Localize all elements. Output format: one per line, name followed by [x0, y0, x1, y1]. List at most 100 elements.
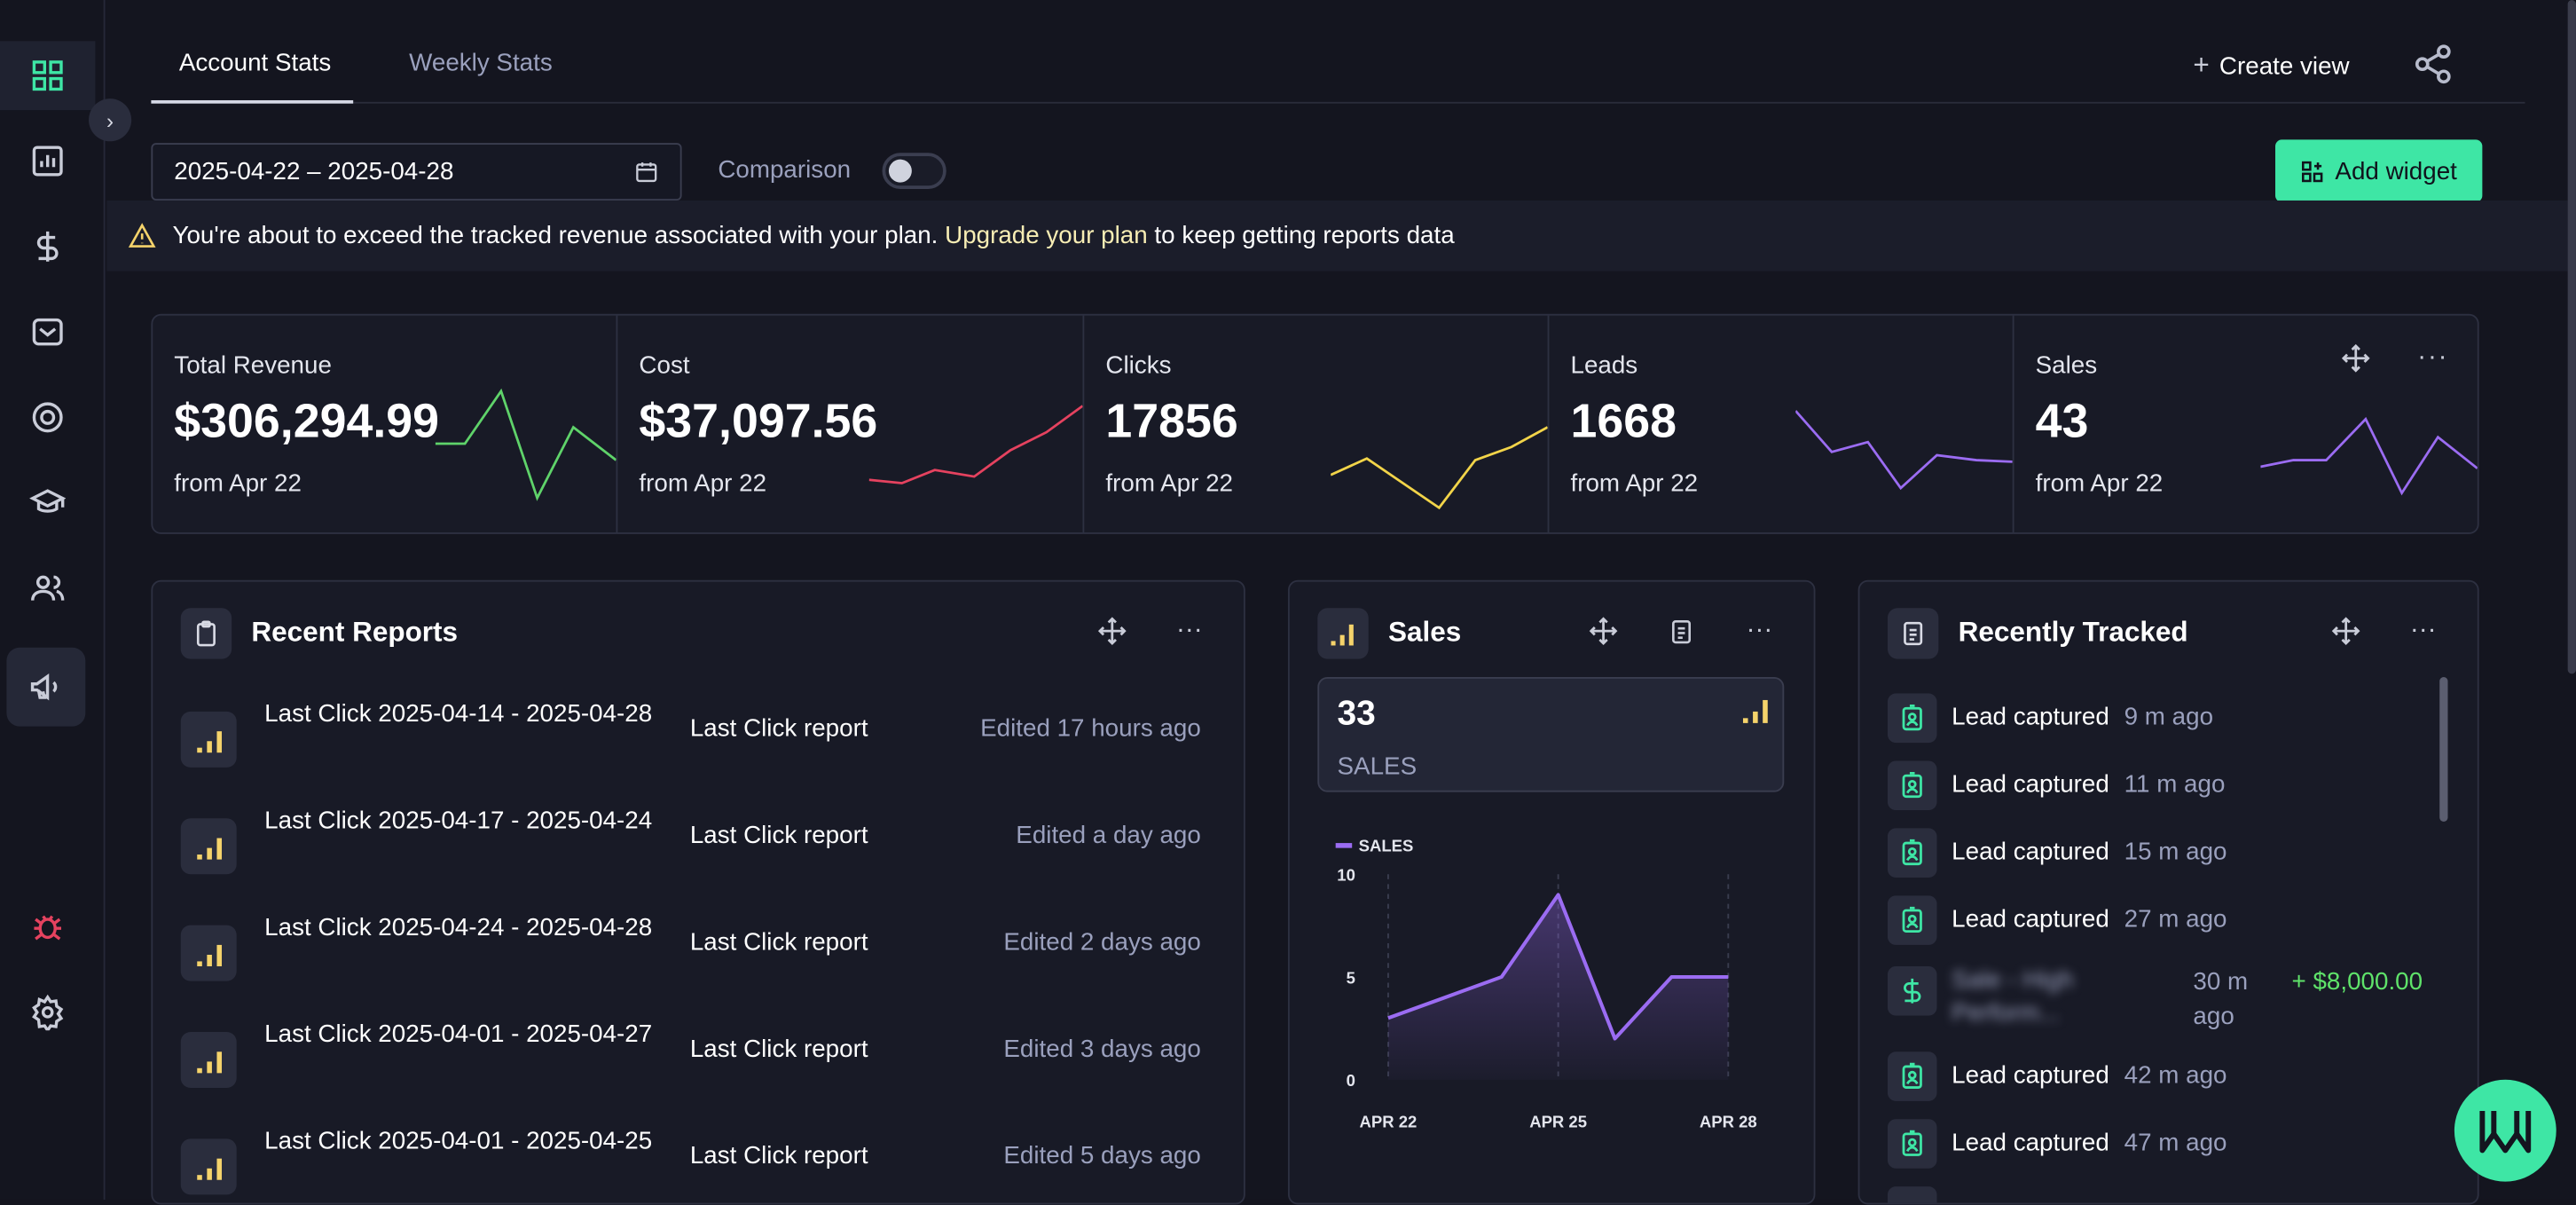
stat-cost: Cost $37,097.56 from Apr 22	[617, 315, 1085, 533]
tracked-row[interactable]: Lead captured 9 m ago	[1887, 692, 2430, 748]
sale-amount: + $8,000.00	[2291, 967, 2423, 996]
y-tick-label: 10	[1337, 866, 1355, 885]
lead-badge-icon	[1887, 760, 1937, 811]
move-icon	[1589, 617, 1618, 646]
tracked-row[interactable]: Lead captured 42 m ago	[1887, 1050, 2430, 1106]
card-more-button[interactable]: ···	[1173, 615, 1206, 648]
report-name[interactable]: Last Click 2025-04-24 - 2025-04-28	[264, 913, 653, 942]
stat-value: 43	[2035, 396, 2089, 449]
sparkline	[868, 405, 1083, 484]
stat-from: from Apr 22	[174, 469, 302, 499]
upgrade-plan-link[interactable]: Upgrade your plan	[945, 222, 1148, 250]
sidebar-item-academy[interactable]	[0, 469, 95, 538]
users-icon	[31, 575, 65, 601]
report-edited: Edited 17 hours ago	[980, 714, 1201, 744]
tracked-row[interactable]: Lead captured 27 m ago	[1887, 894, 2430, 949]
add-widget-button[interactable]: Add widget	[2275, 139, 2483, 202]
tracked-row[interactable]: Lead captured 47 m ago	[1887, 1117, 2430, 1173]
support-widget-button[interactable]	[2454, 1079, 2556, 1182]
sidebar-item-inbox[interactable]	[0, 297, 95, 366]
sparkline	[1795, 410, 2013, 491]
tracked-row[interactable]: Lead captured 15 m ago	[1887, 827, 2430, 883]
card-title: Recent Reports	[251, 616, 459, 648]
sidebar-item-users[interactable]	[0, 554, 95, 623]
card-more-button[interactable]: ···	[1743, 615, 1776, 648]
card-move-handle[interactable]	[1587, 615, 1620, 648]
sidebar-item-debug[interactable]	[0, 893, 95, 962]
report-chart-icon	[180, 818, 237, 875]
sidebar-item-target[interactable]	[0, 383, 95, 453]
sidebar	[0, 0, 106, 1200]
warning-icon	[128, 223, 156, 248]
tab-weekly-stats[interactable]: Weekly Stats	[409, 49, 553, 78]
tracked-time: 15 m ago	[2124, 838, 2227, 867]
create-view-label: Create view	[2219, 51, 2350, 80]
sparkline	[435, 388, 617, 501]
page-scrollbar[interactable]	[2567, 0, 2576, 674]
sidebar-item-dashboard[interactable]	[0, 41, 96, 111]
sales-line	[1387, 893, 1729, 1041]
stat-from: from Apr 22	[1570, 469, 1699, 499]
sidebar-expand-button[interactable]: ›	[89, 98, 132, 142]
stat-move-handle[interactable]	[2339, 342, 2372, 374]
target-icon	[32, 402, 63, 433]
recent-reports-card: Recent Reports ··· Last Click 2025-04-14…	[151, 579, 1245, 1205]
report-name[interactable]: Last Click 2025-04-17 - 2025-04-24	[264, 807, 653, 835]
sidebar-item-settings[interactable]	[0, 978, 95, 1047]
tracked-time: 47 m ago	[2124, 1129, 2227, 1157]
card-move-handle[interactable]	[1096, 615, 1128, 648]
sales-chart-icon	[1317, 608, 1369, 659]
stat-more-button[interactable]: ···	[2416, 342, 2449, 374]
report-chart-icon	[180, 711, 237, 768]
comparison-toggle[interactable]	[882, 153, 946, 189]
sales-chart: 0 5 10 APR 22 APR 25 APR 28 SALES	[1335, 836, 1757, 1130]
stat-value: $37,097.56	[639, 396, 878, 449]
tracked-list-scrollbar[interactable]	[2439, 677, 2448, 822]
report-row[interactable]: Last Click 2025-04-17 - 2025-04-24 Last …	[180, 802, 1201, 901]
lead-badge-icon	[1887, 1186, 1937, 1203]
sidebar-item-revenue[interactable]	[0, 212, 95, 281]
calendar-icon	[636, 162, 657, 183]
stat-label: Total Revenue	[174, 351, 332, 380]
dollar-icon	[1887, 965, 1937, 1016]
more-horizontal-icon: ···	[1746, 616, 1773, 644]
stat-from: from Apr 22	[639, 469, 767, 499]
report-row[interactable]: Last Click 2025-04-24 - 2025-04-28 Last …	[180, 909, 1201, 1007]
card-report-button[interactable]	[1664, 615, 1697, 648]
report-name[interactable]: Last Click 2025-04-01 - 2025-04-27	[264, 1020, 653, 1049]
sparkline	[2260, 416, 2478, 496]
clipboard-icon	[180, 608, 232, 659]
share-button[interactable]	[2412, 43, 2458, 85]
sidebar-item-reports[interactable]	[0, 127, 95, 196]
report-row[interactable]: Last Click 2025-04-01 - 2025-04-25 Last …	[180, 1122, 1201, 1203]
document-icon	[1887, 608, 1939, 659]
report-row[interactable]: Last Click 2025-04-14 - 2025-04-28 Last …	[180, 695, 1201, 793]
sales-summary-box: 33 SALES	[1317, 677, 1785, 792]
stat-from: from Apr 22	[2035, 469, 2164, 499]
plan-limit-banner: You're about to exceed the tracked reven…	[106, 200, 2576, 272]
tracked-row-partial[interactable]	[1887, 1185, 2430, 1203]
megaphone-icon	[30, 673, 58, 701]
x-tick-label: APR 25	[1529, 1112, 1587, 1130]
tracked-row-sale[interactable]: Sale - High Perform... 30 m ago + $8,000…	[1887, 965, 2430, 1047]
card-move-handle[interactable]	[2329, 615, 2362, 648]
bug-icon	[34, 915, 61, 941]
sidebar-item-campaigns[interactable]	[6, 647, 86, 727]
more-horizontal-icon: ···	[2417, 343, 2449, 372]
report-edited: Edited a day ago	[1016, 822, 1201, 850]
stat-value: $306,294.99	[174, 396, 440, 449]
report-name[interactable]: Last Click 2025-04-01 - 2025-04-25	[264, 1127, 653, 1155]
sales-total-label: SALES	[1337, 752, 1418, 781]
tab-account-stats[interactable]: Account Stats	[178, 49, 332, 78]
create-view-button[interactable]: + Create view	[2193, 50, 2349, 83]
report-row[interactable]: Last Click 2025-04-01 - 2025-04-27 Last …	[180, 1016, 1201, 1114]
report-type: Last Click report	[689, 714, 868, 744]
card-more-button[interactable]: ···	[2407, 615, 2439, 648]
sales-total-value: 33	[1337, 695, 1376, 733]
tracked-row[interactable]: Lead captured 11 m ago	[1887, 760, 2430, 815]
document-icon	[1671, 619, 1691, 643]
report-name[interactable]: Last Click 2025-04-14 - 2025-04-28	[264, 699, 653, 729]
date-range-picker[interactable]: 2025-04-22 – 2025-04-28	[151, 143, 682, 201]
main-content: Account Stats Weekly Stats + Create view…	[106, 0, 2576, 1205]
